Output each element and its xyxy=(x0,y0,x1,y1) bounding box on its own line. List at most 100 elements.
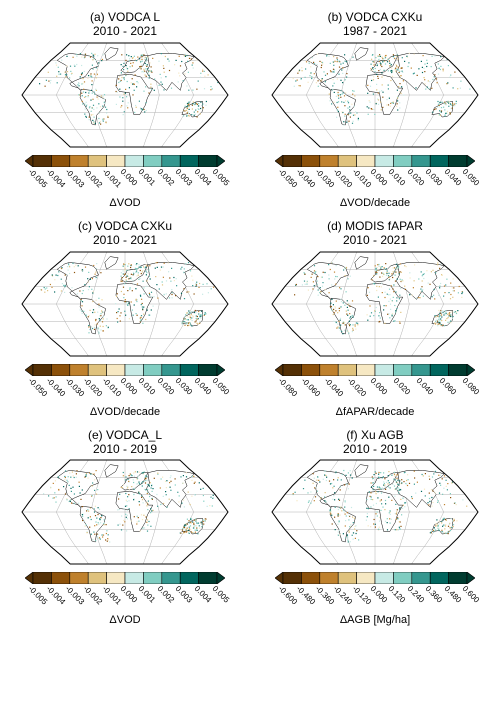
cbar-tick: 0.050 xyxy=(461,167,482,188)
panel-title-line1: (f) Xu AGB xyxy=(343,428,407,442)
colorbar xyxy=(275,364,475,376)
panel-a: (a) VODCA L 2010 - 2021 -0.005-0.004-0.0… xyxy=(5,10,245,209)
cbar-tick: 0.020 xyxy=(155,376,176,397)
cbar-tick: -0.010 xyxy=(100,376,122,398)
map-b xyxy=(270,41,480,149)
cbar-tick: -0.040 xyxy=(323,376,345,398)
cbar-tick: 0.020 xyxy=(392,376,413,397)
cbar-tick: -0.120 xyxy=(350,584,372,606)
colorbar-label: ΔAGB [Mg/ha] xyxy=(340,614,410,626)
colorbar-ticks: -0.600-0.480-0.360-0.240-0.1200.0000.120… xyxy=(275,584,475,612)
panel-title-line2: 2010 - 2019 xyxy=(343,442,407,456)
panel-title-line2: 2010 - 2019 xyxy=(88,442,162,456)
cbar-tick: -0.020 xyxy=(346,376,368,398)
panel-title: (a) VODCA L 2010 - 2021 xyxy=(90,10,160,39)
colorbar xyxy=(25,572,225,584)
map-a xyxy=(20,41,230,149)
cbar-tick: 0.005 xyxy=(211,167,232,188)
cbar-tick: 0.040 xyxy=(192,376,213,397)
cbar-tick: 0.360 xyxy=(424,584,445,605)
panel-e: (e) VODCA_L 2010 - 2019 -0.005-0.004-0.0… xyxy=(5,428,245,627)
colorbar-ticks: -0.005-0.004-0.003-0.002-0.0010.0000.001… xyxy=(25,584,225,612)
cbar-tick: 0.120 xyxy=(387,584,408,605)
panel-title-line2: 2010 - 2021 xyxy=(90,24,160,38)
cbar-tick: -0.004 xyxy=(45,167,67,189)
cbar-tick: -0.030 xyxy=(63,376,85,398)
panel-title: (b) VODCA CXKu 1987 - 2021 xyxy=(328,10,423,39)
cbar-tick: -0.040 xyxy=(295,167,317,189)
panel-title-line1: (c) VODCA CXKu xyxy=(78,219,172,233)
panel-title: (e) VODCA_L 2010 - 2019 xyxy=(88,428,162,457)
cbar-tick: -0.040 xyxy=(45,376,67,398)
colorbar-label: ΔfAPAR/decade xyxy=(336,406,415,418)
colorbar-ticks: -0.080-0.060-0.040-0.0200.0000.0200.0400… xyxy=(275,376,475,404)
panel-b: (b) VODCA CXKu 1987 - 2021 -0.050-0.040-… xyxy=(255,10,495,209)
map-f xyxy=(270,458,480,566)
cbar-tick: 0.050 xyxy=(211,376,232,397)
cbar-tick: -0.002 xyxy=(82,584,104,606)
cbar-tick: 0.005 xyxy=(211,584,232,605)
cbar-tick: 0.002 xyxy=(155,167,176,188)
colorbar-wrap: -0.005-0.004-0.003-0.002-0.0010.0000.001… xyxy=(25,572,225,626)
cbar-tick: 0.001 xyxy=(137,584,158,605)
cbar-tick: 0.480 xyxy=(442,584,463,605)
colorbar xyxy=(275,572,475,584)
cbar-tick: 0.004 xyxy=(192,584,213,605)
colorbar-label: ΔVOD xyxy=(109,197,140,209)
colorbar-ticks: -0.050-0.040-0.030-0.020-0.0100.0000.010… xyxy=(25,376,225,404)
panel-title-line1: (e) VODCA_L xyxy=(88,428,162,442)
panel-title-line2: 1987 - 2021 xyxy=(328,24,423,38)
colorbar-label: ΔVOD/decade xyxy=(340,197,410,209)
panel-title-line1: (d) MODIS fAPAR xyxy=(327,219,423,233)
colorbar-ticks: -0.005-0.004-0.003-0.002-0.0010.0000.001… xyxy=(25,167,225,195)
cbar-tick: -0.005 xyxy=(27,167,49,189)
colorbar xyxy=(25,155,225,167)
panel-title-line2: 2010 - 2021 xyxy=(327,233,423,247)
cbar-tick: -0.050 xyxy=(27,376,49,398)
cbar-tick: -0.050 xyxy=(277,167,299,189)
colorbar-wrap: -0.050-0.040-0.030-0.020-0.0100.0000.010… xyxy=(275,155,475,209)
panel-title: (c) VODCA CXKu 2010 - 2021 xyxy=(78,219,172,248)
cbar-tick: -0.002 xyxy=(82,167,104,189)
cbar-tick: 0.240 xyxy=(405,584,426,605)
cbar-tick: 0.040 xyxy=(442,167,463,188)
cbar-tick: 0.002 xyxy=(155,584,176,605)
cbar-tick: 0.600 xyxy=(461,584,482,605)
cbar-tick: 0.040 xyxy=(415,376,436,397)
cbar-tick: -0.480 xyxy=(295,584,317,606)
colorbar-label: ΔVOD xyxy=(109,614,140,626)
map-d xyxy=(270,250,480,358)
colorbar-wrap: -0.050-0.040-0.030-0.020-0.0100.0000.010… xyxy=(25,364,225,418)
cbar-tick: -0.080 xyxy=(277,376,299,398)
colorbar-wrap: -0.600-0.480-0.360-0.240-0.1200.0000.120… xyxy=(275,572,475,626)
cbar-tick: -0.240 xyxy=(332,584,354,606)
panel-f: (f) Xu AGB 2010 - 2019 -0.600-0.480-0.36… xyxy=(255,428,495,627)
panel-title: (f) Xu AGB 2010 - 2019 xyxy=(343,428,407,457)
cbar-tick: -0.060 xyxy=(300,376,322,398)
cbar-tick: 0.080 xyxy=(461,376,482,397)
cbar-tick: -0.001 xyxy=(100,167,122,189)
cbar-tick: -0.010 xyxy=(350,167,372,189)
cbar-tick: -0.020 xyxy=(82,376,104,398)
cbar-tick: -0.003 xyxy=(63,167,85,189)
colorbar xyxy=(275,155,475,167)
cbar-tick: 0.030 xyxy=(424,167,445,188)
cbar-tick: 0.010 xyxy=(387,167,408,188)
colorbar-wrap: -0.080-0.060-0.040-0.0200.0000.0200.0400… xyxy=(275,364,475,418)
cbar-tick: 0.020 xyxy=(405,167,426,188)
cbar-tick: 0.010 xyxy=(137,376,158,397)
panel-d: (d) MODIS fAPAR 2010 - 2021 -0.080-0.060… xyxy=(255,219,495,418)
cbar-tick: -0.030 xyxy=(313,167,335,189)
cbar-tick: 0.003 xyxy=(174,167,195,188)
colorbar-ticks: -0.050-0.040-0.030-0.020-0.0100.0000.010… xyxy=(275,167,475,195)
panel-title-line2: 2010 - 2021 xyxy=(78,233,172,247)
colorbar xyxy=(25,364,225,376)
panel-title: (d) MODIS fAPAR 2010 - 2021 xyxy=(327,219,423,248)
colorbar-wrap: -0.005-0.004-0.003-0.002-0.0010.0000.001… xyxy=(25,155,225,209)
cbar-tick: -0.004 xyxy=(45,584,67,606)
panel-c: (c) VODCA CXKu 2010 - 2021 -0.050-0.040-… xyxy=(5,219,245,418)
cbar-tick: -0.001 xyxy=(100,584,122,606)
map-e xyxy=(20,458,230,566)
cbar-tick: 0.003 xyxy=(174,584,195,605)
cbar-tick: 0.004 xyxy=(192,167,213,188)
